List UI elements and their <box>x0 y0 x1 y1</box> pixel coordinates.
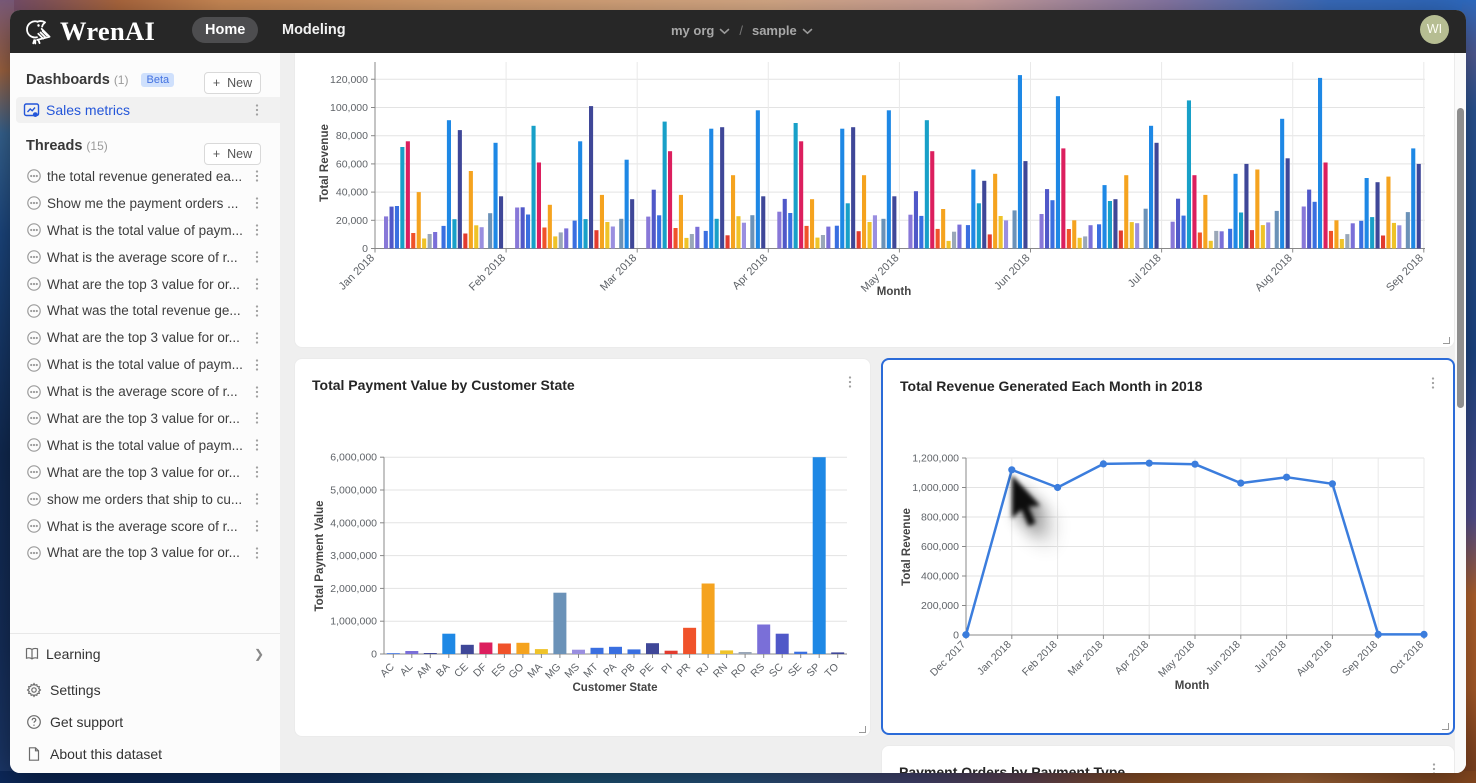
svg-text:AL: AL <box>398 661 416 679</box>
svg-text:PR: PR <box>674 661 693 680</box>
svg-text:RN: RN <box>711 661 730 680</box>
svg-text:TO: TO <box>823 661 842 680</box>
svg-text:PA: PA <box>601 661 619 679</box>
svg-text:RO: RO <box>729 661 749 681</box>
svg-text:GO: GO <box>506 661 526 681</box>
svg-text:Oct 2018: Oct 2018 <box>1387 639 1426 678</box>
svg-text:Total Payment Value: Total Payment Value <box>314 501 326 612</box>
svg-text:AM: AM <box>414 661 434 681</box>
svg-text:Mar 2018: Mar 2018 <box>598 252 639 293</box>
svg-text:Total Revenue: Total Revenue <box>319 124 331 202</box>
svg-text:3,000,000: 3,000,000 <box>330 550 377 562</box>
svg-text:Feb 2018: Feb 2018 <box>467 252 508 293</box>
svg-text:1,000,000: 1,000,000 <box>330 616 377 628</box>
svg-text:Aug 2018: Aug 2018 <box>1253 252 1295 294</box>
svg-text:0: 0 <box>371 649 377 661</box>
svg-text:1,000,000: 1,000,000 <box>912 482 959 494</box>
svg-text:AC: AC <box>378 661 397 680</box>
svg-text:Jul 2018: Jul 2018 <box>1252 639 1289 676</box>
svg-text:Customer State: Customer State <box>573 682 658 694</box>
svg-text:5,000,000: 5,000,000 <box>330 485 377 497</box>
svg-text:SE: SE <box>786 661 804 679</box>
svg-text:Jun 2018: Jun 2018 <box>992 252 1032 292</box>
svg-text:Total Revenue: Total Revenue <box>901 508 913 586</box>
svg-text:Aug 2018: Aug 2018 <box>1294 639 1334 679</box>
svg-text:RS: RS <box>748 661 767 680</box>
svg-text:2,000,000: 2,000,000 <box>330 583 377 595</box>
svg-text:Month: Month <box>1175 680 1209 692</box>
svg-text:Jun 2018: Jun 2018 <box>1204 639 1243 678</box>
svg-text:800,000: 800,000 <box>921 512 959 524</box>
svg-text:Feb 2018: Feb 2018 <box>1020 639 1060 679</box>
svg-text:ES: ES <box>490 661 508 679</box>
svg-text:Mar 2018: Mar 2018 <box>1066 639 1106 679</box>
svg-text:600,000: 600,000 <box>921 541 959 553</box>
svg-text:Jul 2018: Jul 2018 <box>1126 252 1164 290</box>
svg-text:Dec 2017: Dec 2017 <box>928 639 968 679</box>
svg-text:400,000: 400,000 <box>921 571 959 583</box>
svg-text:Month: Month <box>877 286 911 298</box>
svg-text:200,000: 200,000 <box>921 600 959 612</box>
svg-text:MS: MS <box>562 661 582 681</box>
svg-text:60,000: 60,000 <box>336 158 368 170</box>
svg-text:0: 0 <box>362 243 368 255</box>
svg-text:20,000: 20,000 <box>336 215 368 227</box>
svg-text:Sep 2018: Sep 2018 <box>1384 252 1426 294</box>
svg-text:Sep 2018: Sep 2018 <box>1340 639 1380 679</box>
svg-text:CE: CE <box>452 661 471 680</box>
svg-text:SC: SC <box>767 661 786 680</box>
svg-text:MT: MT <box>581 661 601 681</box>
svg-text:0: 0 <box>953 630 959 642</box>
svg-text:PB: PB <box>619 661 637 679</box>
svg-text:RJ: RJ <box>694 661 712 679</box>
svg-text:BA: BA <box>434 661 452 679</box>
svg-text:4,000,000: 4,000,000 <box>330 517 377 529</box>
svg-text:Apr 2018: Apr 2018 <box>1113 639 1152 678</box>
svg-text:MG: MG <box>543 661 563 681</box>
svg-text:May 2018: May 2018 <box>1156 639 1197 680</box>
svg-text:120,000: 120,000 <box>330 74 368 86</box>
svg-text:Jan 2018: Jan 2018 <box>975 639 1014 678</box>
svg-text:6,000,000: 6,000,000 <box>330 452 377 464</box>
svg-text:80,000: 80,000 <box>336 130 368 142</box>
svg-text:Jan 2018: Jan 2018 <box>337 252 377 292</box>
svg-text:100,000: 100,000 <box>330 102 368 114</box>
svg-text:SP: SP <box>804 661 822 679</box>
svg-text:Apr 2018: Apr 2018 <box>730 252 770 292</box>
svg-text:PE: PE <box>638 661 656 679</box>
svg-text:DF: DF <box>471 661 489 679</box>
svg-text:MA: MA <box>525 661 545 681</box>
svg-text:PI: PI <box>659 661 675 677</box>
svg-text:1,200,000: 1,200,000 <box>912 453 959 465</box>
svg-text:40,000: 40,000 <box>336 187 368 199</box>
